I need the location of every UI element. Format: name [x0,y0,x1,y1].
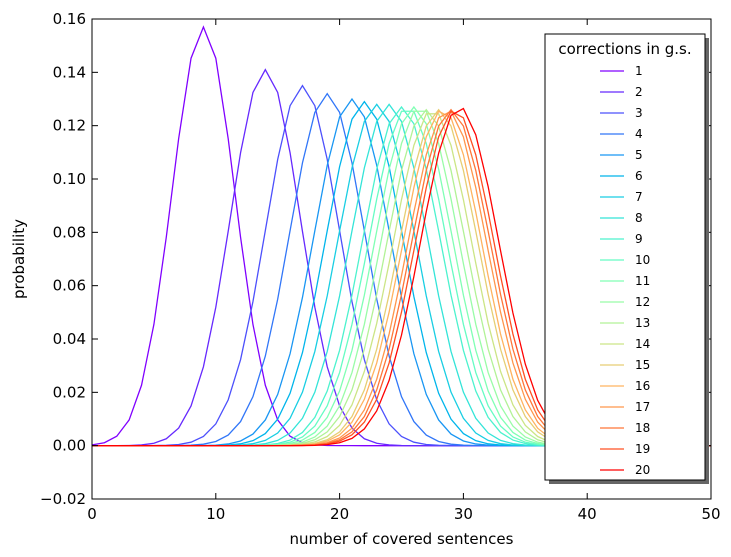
legend-label-14: 14 [635,337,650,351]
legend-label-7: 7 [635,190,643,204]
legend-label-5: 5 [635,148,643,162]
legend-label-11: 11 [635,274,650,288]
legend-label-3: 3 [635,106,643,120]
legend-label-2: 2 [635,85,643,99]
plot-frame [91,18,712,500]
legend-label-20: 20 [635,463,650,477]
legend-label-9: 9 [635,232,643,246]
legend-label-18: 18 [635,421,650,435]
y-axis-label: probability [10,219,28,299]
y-tick-label: 0.12 [53,117,86,135]
x-tick-label: 40 [578,505,597,523]
legend-label-15: 15 [635,358,650,372]
x-axis-label: number of covered sentences [290,530,514,548]
y-tick-label: 0.06 [53,277,86,295]
legend-label-13: 13 [635,316,650,330]
legend-label-4: 4 [635,127,643,141]
x-tick-label: 10 [206,505,225,523]
legend: corrections in g.s. 12345678910111213141… [544,33,709,484]
tick-layer: 0 10 20 30 40 50 −0.02 0.00 0.02 0.04 0.06 0.08 0.10… [40,10,721,523]
x-tick-label: 0 [87,505,97,523]
legend-title: corrections in g.s. [558,40,691,58]
legend-label-19: 19 [635,442,650,456]
legend-label-6: 6 [635,169,643,183]
y-tick-label: 0.00 [53,437,86,455]
x-tick-label: 20 [330,505,349,523]
legend-label-16: 16 [635,379,650,393]
x-tick-label: 50 [701,505,720,523]
y-tick-label: 0.10 [53,170,86,188]
y-tick-label: 0.14 [53,63,86,81]
y-tick-label: 0.16 [53,10,86,28]
x-tick-label: 30 [454,505,473,523]
y-tick-label: 0.04 [53,330,86,348]
legend-label-1: 1 [635,64,643,78]
legend-label-12: 12 [635,295,650,309]
legend-box [544,33,706,481]
y-tick-label: 0.02 [53,383,86,401]
legend-label-17: 17 [635,400,650,414]
y-tick-label: −0.02 [40,490,86,508]
legend-label-8: 8 [635,211,643,225]
y-tick-label: 0.08 [53,223,86,241]
legend-label-10: 10 [635,253,650,267]
